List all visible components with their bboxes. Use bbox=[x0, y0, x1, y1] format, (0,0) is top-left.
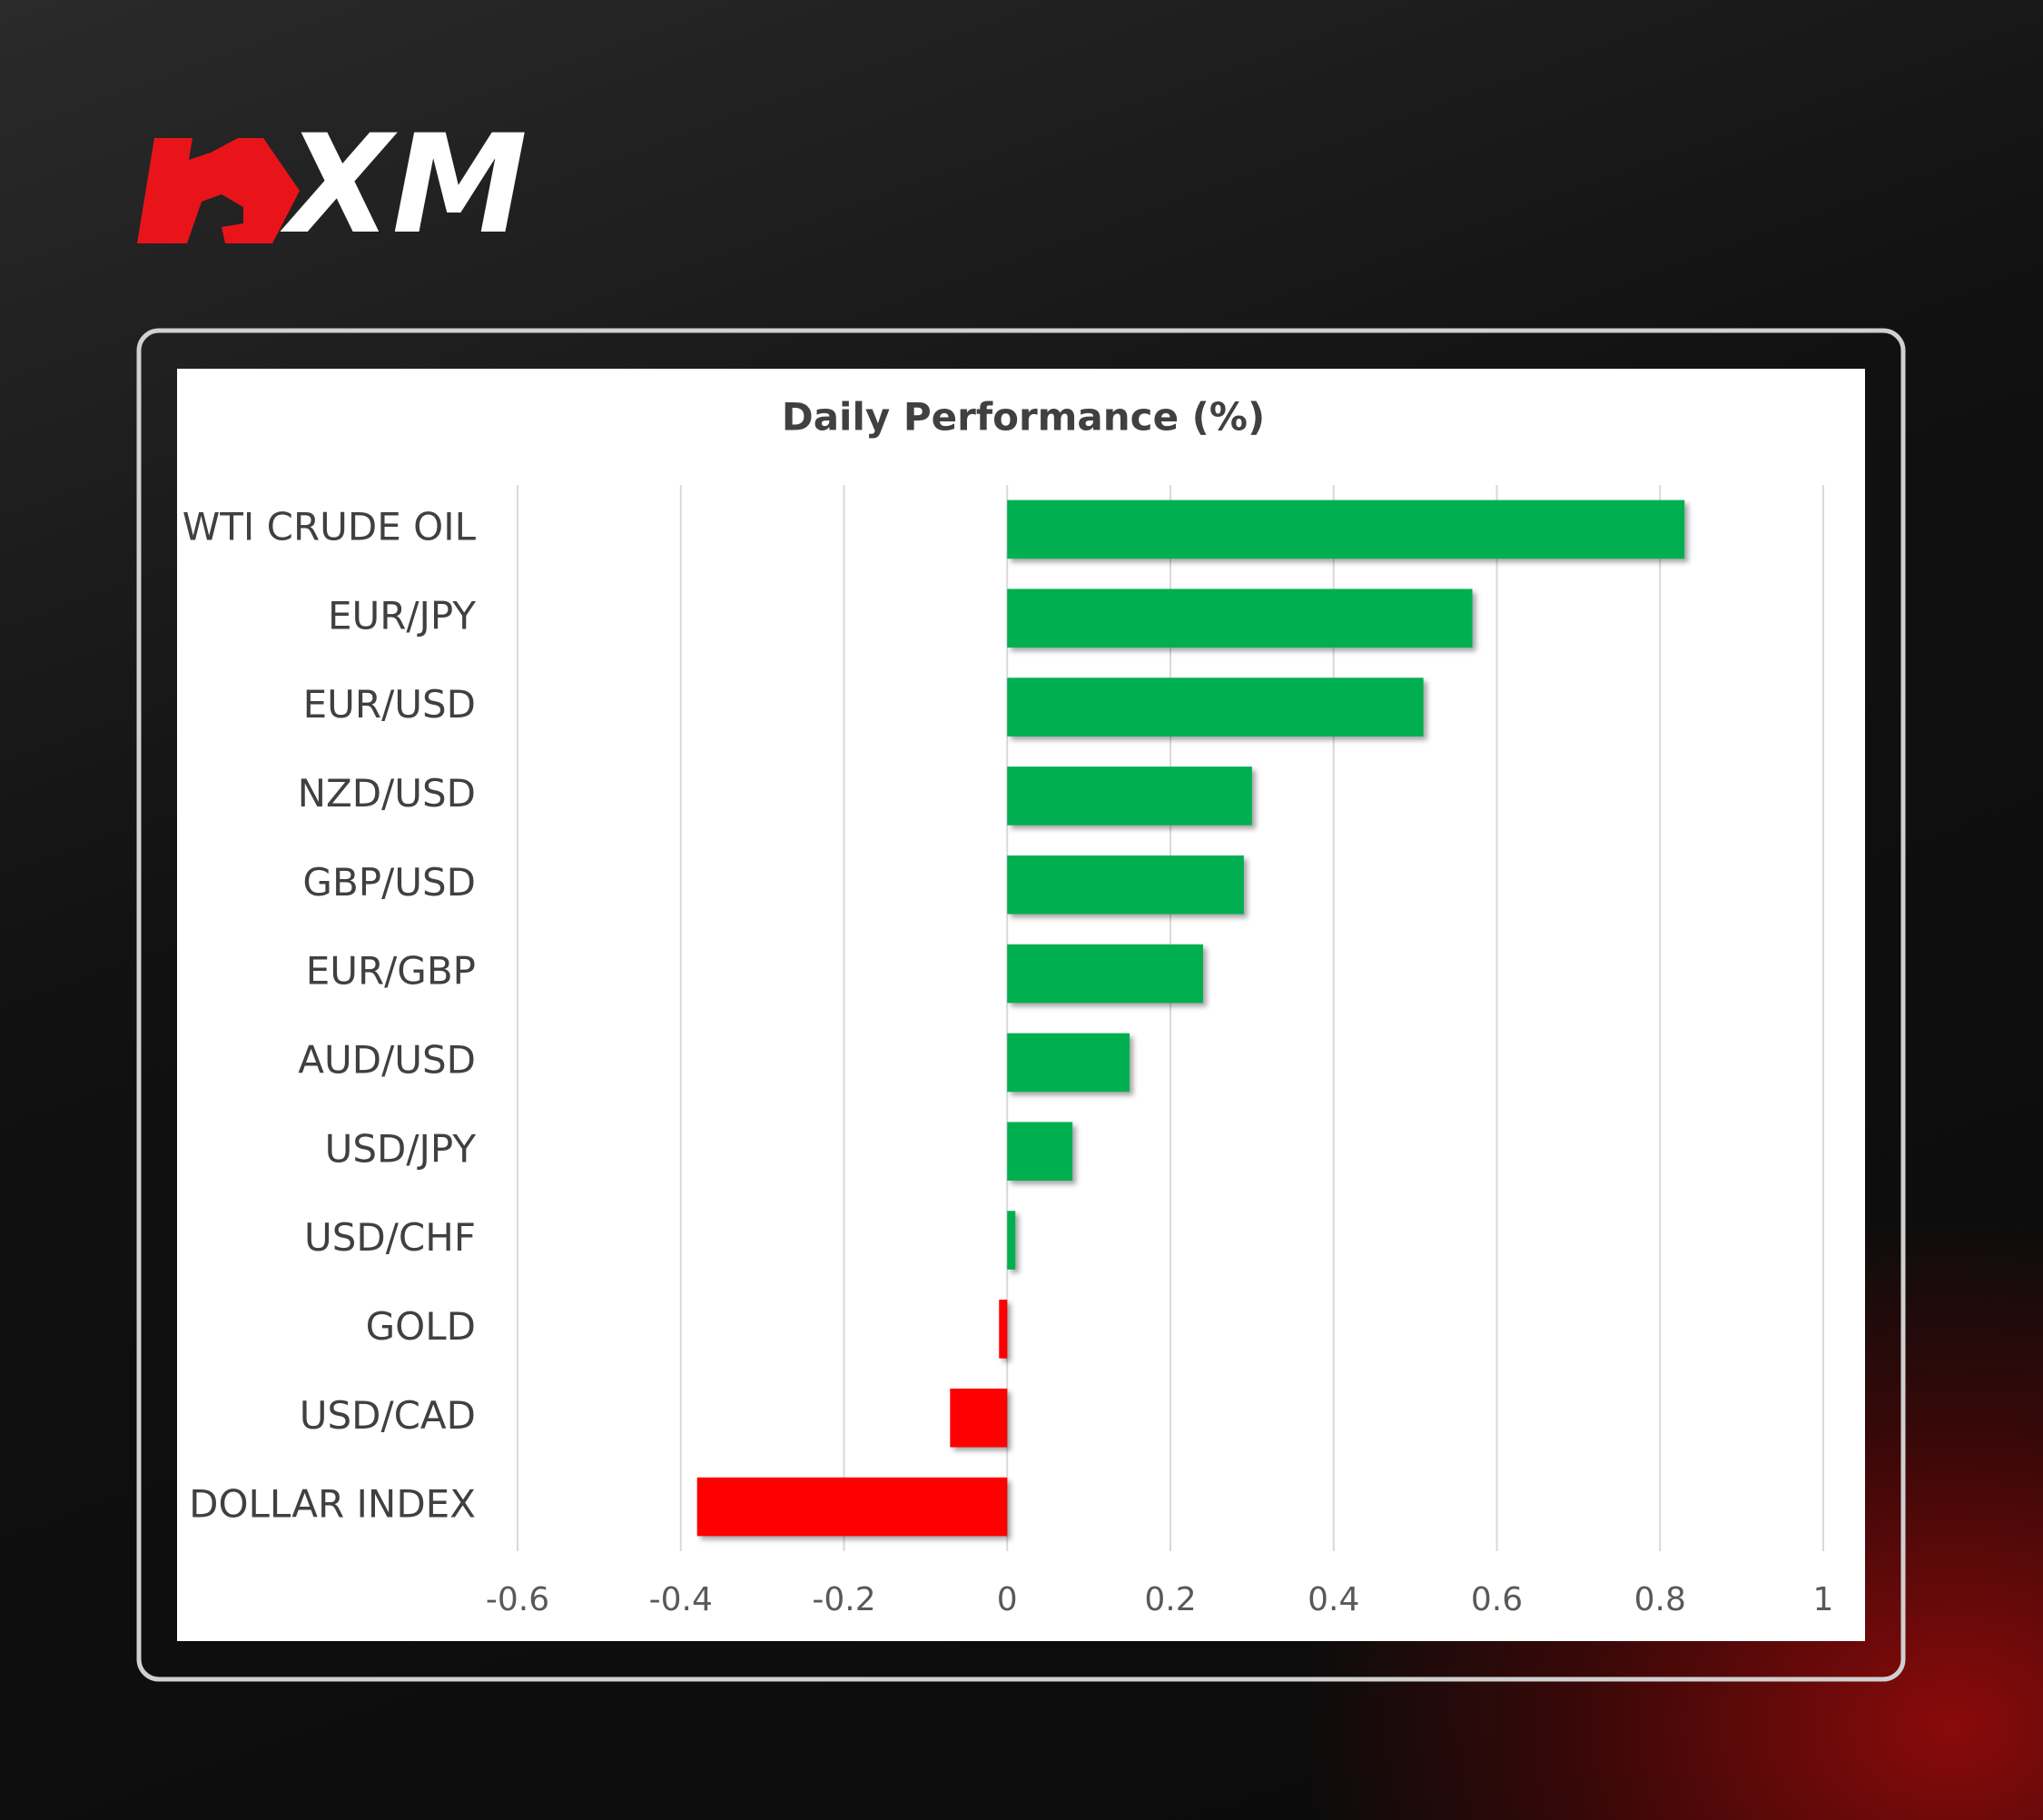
brand: XM bbox=[280, 106, 528, 264]
y-tick-label: EUR/GBP bbox=[306, 949, 476, 994]
chart-area bbox=[177, 369, 1865, 1641]
x-tick-label: -0.6 bbox=[486, 1581, 549, 1618]
bar bbox=[1007, 589, 1473, 648]
y-tick-label: GBP/USD bbox=[302, 860, 476, 905]
y-tick-label: GOLD bbox=[366, 1304, 476, 1349]
x-tick-label: 0.6 bbox=[1471, 1581, 1523, 1618]
x-tick-label: 0.8 bbox=[1634, 1581, 1686, 1618]
bar bbox=[1007, 500, 1685, 559]
y-tick-label: USD/CAD bbox=[300, 1393, 476, 1438]
bar bbox=[1007, 944, 1203, 1004]
x-tick-label: 1 bbox=[1813, 1581, 1834, 1618]
y-tick-label: EUR/USD bbox=[303, 682, 476, 727]
bar bbox=[1007, 1211, 1016, 1270]
bar bbox=[950, 1388, 1008, 1448]
y-tick-label: NZD/USD bbox=[298, 771, 476, 816]
bar bbox=[999, 1300, 1008, 1359]
plot: -0.6 -0.4 -0.2 0 0.2 0.4 0.6 0.8 1 WTI CRUDE OIL E… bbox=[183, 485, 1834, 1618]
y-tick-label: WTI CRUDE OIL bbox=[183, 504, 477, 549]
bar bbox=[1007, 767, 1252, 826]
y-tick-label: AUD/USD bbox=[298, 1037, 476, 1082]
bar bbox=[696, 1477, 1008, 1537]
x-tick-label: 0 bbox=[997, 1581, 1018, 1618]
bar bbox=[1007, 1033, 1130, 1093]
y-tick-label: USD/JPY bbox=[325, 1126, 477, 1171]
x-tick-label: -0.4 bbox=[649, 1581, 713, 1618]
x-tick-label: 0.2 bbox=[1144, 1581, 1196, 1618]
bar bbox=[1007, 855, 1244, 915]
x-tick-label: -0.2 bbox=[812, 1581, 875, 1618]
logo-icon bbox=[137, 138, 300, 243]
panel-border bbox=[136, 328, 1906, 1682]
chart-title: Daily Performance (%) bbox=[782, 395, 1265, 440]
bar bbox=[1007, 1122, 1073, 1182]
bar bbox=[1007, 678, 1424, 737]
y-tick-label: EUR/JPY bbox=[328, 593, 476, 638]
x-tick-label: 0.4 bbox=[1308, 1581, 1359, 1618]
y-tick-label: USD/CHF bbox=[304, 1215, 476, 1260]
y-tick-label: DOLLAR INDEX bbox=[189, 1482, 476, 1527]
logo: XM bbox=[137, 106, 528, 264]
